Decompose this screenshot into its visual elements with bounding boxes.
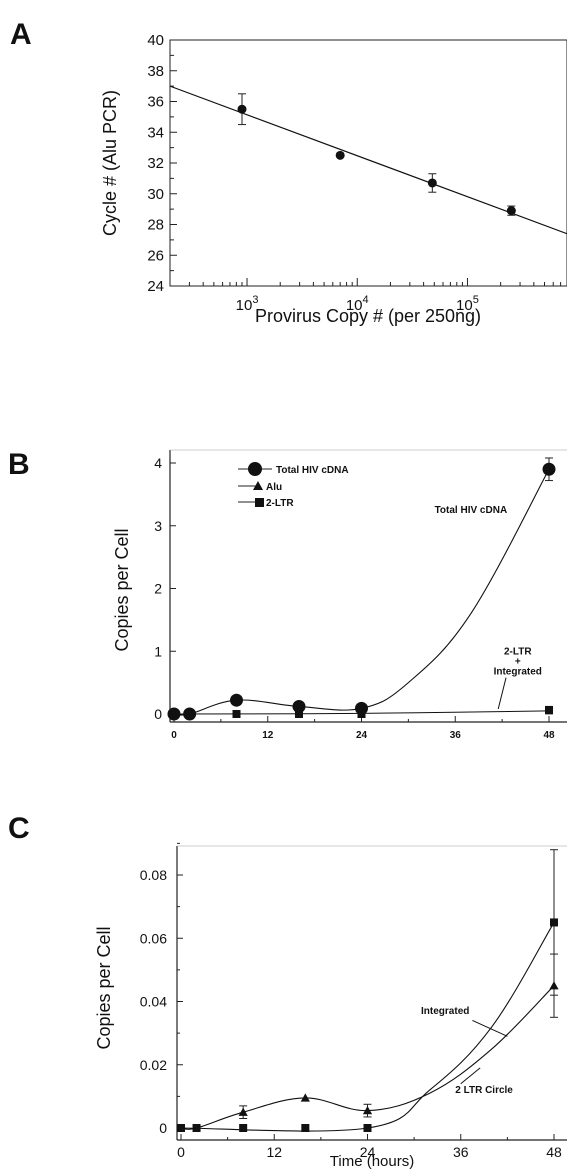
chart-c-xlabel: Time (hours) — [330, 1153, 414, 1170]
chart-c-annotation-pointer — [472, 1020, 508, 1037]
chart-b-xtick-label: 36 — [450, 730, 462, 741]
chart-b-annotation-total: Total HIV cDNA — [435, 505, 508, 516]
legend-label-2ltr: 2-LTR — [266, 498, 294, 509]
chart-c-point-2ltr-circle — [238, 1107, 248, 1116]
chart-a-ytick-label: 34 — [147, 124, 164, 141]
chart-a-ytick-label: 26 — [147, 247, 164, 264]
chart-a-x-axis: 103 104 105 — [169, 278, 567, 314]
chart-a-point — [427, 178, 437, 188]
legend-marker-total — [248, 462, 262, 476]
chart-c-point-integrated — [550, 918, 558, 927]
chart-b-xtick-label: 24 — [356, 730, 368, 741]
chart-c-line-integrated — [180, 922, 555, 1132]
chart-c-point-2ltr-circle — [300, 1093, 310, 1102]
chart-a-y-axis: 24 26 28 30 32 34 36 38 40 — [147, 32, 177, 295]
chart-a-ytick-label: 32 — [147, 155, 164, 172]
chart-b-point-alu — [232, 709, 241, 717]
chart-b-ylabel: Copies per Cell — [112, 528, 132, 651]
chart-c-point-integrated — [239, 1124, 248, 1132]
chart-c-point-2ltr-circle — [362, 1106, 373, 1115]
chart-b-xtick-label: 0 — [171, 730, 177, 741]
chart-c-annotation-2ltr-circle: 2 LTR Circle — [455, 1085, 513, 1096]
chart-c-xtick-label: 12 — [266, 1144, 282, 1160]
chart-c-marks: Integrated 2 LTR Circle — [177, 849, 559, 1132]
chart-c-xtick-label: 48 — [546, 1144, 562, 1160]
chart-b-point-total — [355, 701, 368, 715]
chart-b-point-total — [292, 699, 306, 713]
chart-c-point-integrated — [301, 1124, 310, 1132]
chart-c-point-2ltr-circle — [549, 981, 559, 990]
chart-b-x-axis: 0 12 24 36 48 — [171, 716, 555, 741]
chart-b-annotation-2ltr-integrated: Integrated — [494, 666, 542, 677]
chart-a-ytick-label: 28 — [147, 217, 164, 234]
chart-c-annotation-pointer — [460, 1067, 481, 1085]
chart-a-point — [335, 150, 345, 160]
legend-marker-alu — [253, 481, 263, 490]
legend-label-total: Total HIV cDNA — [276, 465, 349, 476]
panel-b-label: B — [8, 448, 30, 481]
chart-b-legend: Total HIV cDNA Alu 2-LTR — [238, 462, 349, 509]
chart-c-xtick-label: 24 — [360, 1144, 376, 1160]
chart-c-ytick-label: 0.04 — [140, 994, 167, 1010]
panel-a-label: A — [10, 18, 32, 51]
chart-a-ytick-label: 30 — [147, 186, 164, 203]
chart-a-ytick-label: 38 — [147, 63, 164, 80]
chart-a-xtick-label: 103 — [236, 294, 259, 314]
chart-a-marks — [169, 85, 567, 235]
chart-c-point-integrated — [363, 1124, 372, 1132]
chart-c-y-axis: 0 0.02 0.04 0.06 0.08 — [140, 842, 183, 1136]
chart-c-x-axis: 0 12 24 36 48 — [177, 1134, 562, 1160]
legend-marker-2ltr — [255, 498, 264, 507]
chart-a-point — [506, 206, 516, 216]
chart-b-xtick-label: 12 — [262, 730, 274, 741]
chart-c-point-integrated — [192, 1124, 201, 1132]
panel-c-label: C — [8, 812, 30, 845]
chart-a-frame — [169, 39, 567, 287]
chart-b-annotation-pointer — [497, 677, 507, 710]
chart-b-point-total — [183, 707, 197, 721]
chart-c-ytick-label: 0.08 — [140, 867, 167, 883]
chart-b-ytick-label: 2 — [154, 581, 162, 597]
chart-c-line-2ltr-circle — [180, 985, 555, 1130]
legend-label-alu: Alu — [266, 482, 282, 493]
chart-b-ytick-label: 1 — [154, 643, 162, 659]
chart-a-xtick-label: 104 — [346, 294, 369, 314]
chart-a: 24 26 28 30 32 34 36 38 40 103 104 105 Provirus Co… — [100, 32, 567, 326]
chart-a-ylabel: Cycle # (Alu PCR) — [100, 90, 120, 236]
chart-c-ytick-label: 0 — [159, 1120, 167, 1136]
chart-c-ytick-label: 0.02 — [140, 1057, 167, 1073]
chart-b-ytick-label: 0 — [154, 706, 162, 722]
chart-b-ytick-label: 4 — [154, 455, 162, 471]
chart-b-ytick-label: 3 — [154, 518, 162, 534]
chart-b-annotation-2ltr-integrated: + — [515, 656, 521, 667]
chart-c-ylabel: Copies per Cell — [94, 926, 114, 1049]
chart-b-xtick-label: 48 — [543, 730, 555, 741]
chart-c-point-integrated — [177, 1124, 185, 1132]
chart-c-xtick-label: 0 — [177, 1144, 185, 1160]
chart-b-y-axis: 0 1 2 3 4 — [154, 455, 176, 722]
chart-a-xlabel: Provirus Copy # (per 250ng) — [255, 306, 481, 326]
chart-c-annotation-integrated: Integrated — [421, 1006, 469, 1017]
chart-c: 0 0.02 0.04 0.06 0.08 0 12 24 36 48 Integrated 2 … — [94, 842, 567, 1170]
chart-b-annotation-2ltr-integrated: 2-LTR — [504, 646, 532, 657]
chart-a-xtick-label: 105 — [456, 294, 479, 314]
chart-c-ytick-label: 0.06 — [140, 930, 167, 946]
chart-b-point-total — [230, 693, 243, 707]
chart-b-point-alu — [544, 707, 554, 715]
chart-b-point-total — [167, 707, 181, 721]
chart-a-ytick-label: 24 — [147, 278, 164, 295]
chart-a-point — [237, 104, 247, 114]
chart-a-ytick-label: 36 — [147, 94, 164, 111]
chart-b-point-total — [542, 462, 556, 476]
chart-a-ytick-label: 40 — [147, 32, 164, 49]
chart-a-fit-line — [169, 85, 567, 235]
chart-b-point-alu — [294, 709, 304, 717]
chart-c-xtick-label: 36 — [453, 1144, 469, 1160]
